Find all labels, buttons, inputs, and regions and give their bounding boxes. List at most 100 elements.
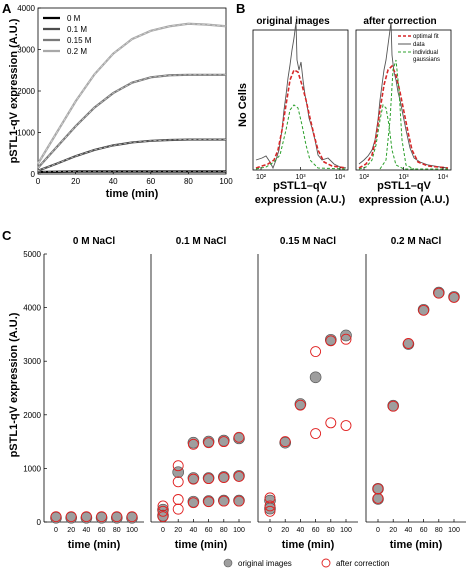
panel-c-xtick-label: 80 (113, 527, 121, 534)
panel-a-ylabel: pSTL1-qV expression (A.U.) (8, 18, 20, 163)
panel-c-corrected-point (172, 494, 184, 505)
panel-c-corrected-point (340, 420, 352, 431)
panel-c-xtick-label: 20 (174, 527, 182, 534)
panel-c-corrected-point (418, 304, 430, 316)
panel-a-series-line-1 (37, 138, 226, 172)
panel-c-corrected-point (187, 438, 199, 450)
panel-c-xtick-label: 80 (435, 527, 443, 534)
panel-a-series-fit-2 (37, 74, 226, 168)
panel-c-original-point (309, 371, 322, 384)
panel-c-corrected-point (264, 492, 276, 504)
panel-c-subplot-title: 0.15 M NaCl (280, 236, 336, 247)
panel-c-xtick-label: 0 (54, 527, 58, 534)
panel-c-xtick-label: 60 (312, 527, 320, 534)
panel-c-subplot-xlabel: time (min) (282, 539, 335, 551)
panel-c-xtick-label: 60 (205, 527, 213, 534)
panel-c-xtick-label: 0 (161, 527, 165, 534)
panel-a-xtick-label: 0 (36, 177, 41, 186)
panel-c-xtick-label: 100 (340, 527, 352, 534)
panel-c-corrected-point (80, 511, 92, 523)
legend-corrected-marker (321, 558, 331, 568)
panel-c-corrected-point (279, 436, 291, 448)
panel-b-title-original: original images (256, 16, 330, 27)
panel-a-xtick-label: 20 (71, 177, 80, 186)
panel-c-xtick-label: 0 (268, 527, 272, 534)
panel-c-legend: original images after correction (223, 558, 389, 568)
panel-b-xtick-label: 10² (256, 174, 267, 181)
panel-c-corrected-point (126, 511, 138, 523)
panel-c-corrected-point (433, 287, 445, 299)
panel-c-corrected-point (325, 335, 337, 347)
panel-c-ytick-label: 1000 (23, 464, 41, 473)
panel-c-corrected-point (264, 505, 276, 517)
panel-c-ytick-label: 0 (37, 518, 42, 527)
panel-b-xtick-label: 10⁴ (438, 174, 449, 181)
panel-c-xtick-label: 40 (297, 527, 305, 534)
panel-c-ylabel: pSTL1-qV expression (A.U.) (8, 312, 20, 457)
panel-b-left-data-line (255, 21, 347, 170)
panel-b-title-corrected: after correction (363, 16, 436, 27)
panel-a-xlabel: time (min) (106, 188, 159, 200)
panel-a-ytick-label: 3000 (17, 46, 35, 55)
panel-c-xtick-label: 60 (98, 527, 106, 534)
panel-c-subplot-2: 0.15 M NaCl 0 20 40 60 80 100 time (min) (257, 236, 358, 551)
panel-c-xtick-label: 20 (67, 527, 75, 534)
panel-c-corrected-point (325, 417, 337, 429)
legend-gaussians-label-line2: gaussians (413, 57, 440, 63)
panel-c-xtick-label: 40 (83, 527, 91, 534)
panel-c-ytick-label: 2000 (23, 411, 41, 420)
panel-c-corrected-point (233, 470, 245, 482)
panel-c-xtick-label: 20 (281, 527, 289, 534)
panel-c-corrected-point (157, 511, 169, 523)
panel-c-corrected-point (218, 495, 230, 507)
panel-c-corrected-point (387, 400, 399, 412)
panel-a-ytick-label: 4000 (17, 4, 35, 13)
panel-a-xtick-label: 40 (109, 177, 118, 186)
panel-c-chart: pSTL1-qV expression (A.U.) 0100020003000… (8, 236, 466, 568)
panel-a-xtick-label: 80 (184, 177, 193, 186)
panel-b-legend: optimal fit data individual gaussians (398, 34, 440, 63)
panel-c-corrected-point (157, 500, 169, 512)
panel-c-xtick-label: 0 (376, 527, 380, 534)
panel-c-corrected-point (372, 483, 384, 495)
panel-b-right-xlabel-line1: pSTL1–qV (377, 180, 431, 192)
panel-a-legend-label-3: 0.2 M (67, 47, 87, 56)
panel-b-chart: original images after correction No Cell… (237, 16, 452, 206)
panel-c-corrected-point (448, 291, 460, 303)
panel-a-legend-label-1: 0.1 M (67, 25, 87, 34)
panel-c-corrected-point (96, 511, 108, 523)
panel-c-xtick-label: 40 (190, 527, 198, 534)
panel-c-corrected-point (203, 437, 215, 449)
panel-b-xtick-label: 10³ (398, 174, 409, 181)
legend-optimal-fit-label: optimal fit (413, 34, 439, 40)
panel-b-xtick-label: 10² (359, 174, 370, 181)
legend-data-label: data (413, 42, 425, 48)
panel-b-ylabel: No Cells (237, 83, 249, 127)
panel-c-corrected-point (172, 503, 184, 515)
panel-c-corrected-point (111, 511, 123, 523)
panel-c-corrected-point (187, 497, 199, 509)
panel-c-subplot-title: 0 M NaCl (73, 236, 115, 247)
panel-c-subplot-0: 0 M NaCl 0 20 40 60 80 100 time (min) (43, 236, 144, 551)
panel-c-subplot-3: 0.2 M NaCl 0 20 40 60 80 100 time (min) (365, 236, 466, 551)
panel-a-ytick-label: 1000 (17, 129, 35, 138)
panel-b-xtick-label: 10³ (295, 174, 306, 181)
panel-a-series-fit-3 (37, 23, 227, 164)
panel-c-xtick-label: 80 (220, 527, 228, 534)
panel-c-corrected-point (233, 495, 245, 507)
panel-a-xtick-label: 60 (146, 177, 155, 186)
panel-c-corrected-point (402, 338, 414, 349)
panel-b-right-fit-line (358, 64, 449, 169)
panel-b-right-xlabel-line2: expression (A.U.) (359, 194, 450, 206)
panel-b-xtick-label: 10⁴ (335, 174, 346, 181)
panel-c-corrected-point (218, 436, 230, 448)
panel-a-xtick-label: 100 (219, 177, 233, 186)
panel-c-subplot-xlabel: time (min) (390, 539, 443, 551)
panel-c-corrected-point (65, 511, 77, 523)
panel-c-original-point (340, 329, 352, 342)
panel-c-subplot-title: 0.1 M NaCl (176, 236, 227, 247)
panel-b-right-gaussian-line-1 (358, 103, 448, 170)
panel-b-left-fit-line (255, 68, 347, 169)
panel-c-xtick-label: 40 (405, 527, 413, 534)
